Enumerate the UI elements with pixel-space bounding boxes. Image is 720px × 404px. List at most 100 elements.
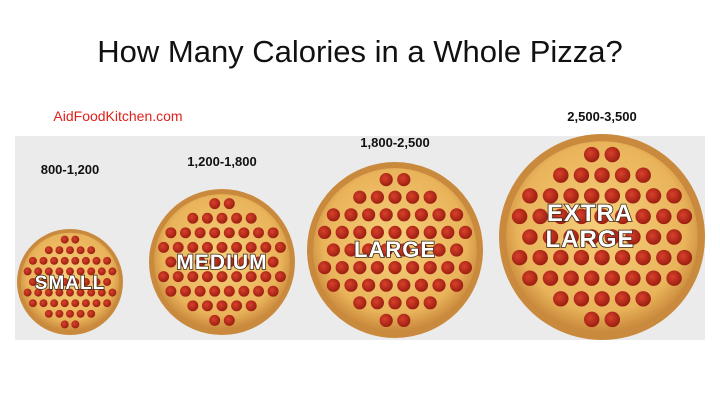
pepperoni xyxy=(370,225,384,239)
pepperoni xyxy=(625,270,641,286)
pepperoni xyxy=(414,208,428,222)
pepperoni xyxy=(253,227,264,239)
pepperoni xyxy=(165,285,177,297)
pepperoni xyxy=(594,249,610,266)
pepperoni xyxy=(187,241,199,253)
pepperoni xyxy=(353,225,367,239)
pepperoni xyxy=(542,229,559,245)
pepperoni xyxy=(201,212,213,224)
pepperoni xyxy=(71,235,80,244)
pepperoni xyxy=(676,249,693,266)
pepperoni xyxy=(614,167,631,183)
pepperoni xyxy=(553,208,569,225)
pepperoni xyxy=(573,167,590,183)
pepperoni xyxy=(108,267,117,276)
pepperoni xyxy=(441,225,455,239)
pepperoni xyxy=(60,299,69,308)
pepperoni xyxy=(397,243,411,257)
calorie-range: 1,200-1,800 xyxy=(187,154,256,169)
pepperoni xyxy=(194,256,206,268)
pepperoni xyxy=(326,278,340,292)
pepperoni xyxy=(39,256,48,265)
pepperoni xyxy=(542,188,559,204)
pepperoni xyxy=(267,256,279,268)
pepperoni xyxy=(423,190,437,204)
pepperoni xyxy=(406,261,420,275)
pepperoni xyxy=(66,246,74,255)
pepperoni xyxy=(423,296,437,310)
pepperoni xyxy=(635,291,651,307)
pepperoni xyxy=(194,227,206,239)
pepperoni xyxy=(441,261,455,275)
pepperoni xyxy=(573,208,590,225)
pepperoni xyxy=(318,225,332,239)
pepperoni xyxy=(245,241,257,253)
pepperoni xyxy=(253,256,264,268)
pepperoni xyxy=(180,227,191,239)
pepperoni xyxy=(260,241,272,253)
pepperoni xyxy=(379,173,393,187)
pepperoni xyxy=(44,246,53,255)
pepperoni xyxy=(201,241,213,253)
pepperoni xyxy=(563,270,579,286)
pepperoni xyxy=(238,256,250,268)
pepperoni xyxy=(553,291,569,307)
pepperoni xyxy=(81,278,90,286)
pepperoni xyxy=(353,296,367,310)
pepperoni xyxy=(66,288,74,297)
calorie-range: 1,800-2,500 xyxy=(360,135,429,150)
pepperoni xyxy=(223,314,235,326)
pepperoni xyxy=(432,243,446,257)
pepperoni xyxy=(553,167,569,183)
pepperoni xyxy=(71,320,80,329)
pepperoni xyxy=(553,249,569,266)
pepperoni xyxy=(92,256,101,265)
pepperoni xyxy=(201,300,213,312)
pepperoni xyxy=(666,188,682,204)
pepperoni xyxy=(666,270,682,286)
pepperoni xyxy=(238,285,250,297)
pepperoni xyxy=(563,229,579,245)
pepperoni xyxy=(172,241,184,253)
pepperoni xyxy=(245,271,257,283)
pepperoni xyxy=(604,311,621,328)
pepperoni xyxy=(450,243,464,257)
pepperoni xyxy=(614,291,631,307)
pepperoni xyxy=(645,229,662,245)
pepperoni xyxy=(604,229,621,245)
pepperoni xyxy=(55,288,64,297)
pizza xyxy=(499,134,705,340)
pepperoni xyxy=(260,271,272,283)
pepperoni xyxy=(66,309,74,318)
pizza xyxy=(17,229,123,335)
pepperoni xyxy=(50,278,59,286)
pepperoni xyxy=(180,256,191,268)
pepperoni xyxy=(645,270,662,286)
pepperoni xyxy=(406,296,420,310)
pepperoni xyxy=(209,285,221,297)
pepperoni xyxy=(44,309,53,318)
pepperoni xyxy=(55,267,64,276)
pepperoni xyxy=(201,271,213,283)
pepperoni xyxy=(274,271,286,283)
pepperoni xyxy=(458,261,472,275)
pepperoni xyxy=(604,270,621,286)
pepperoni xyxy=(238,227,250,239)
pepperoni xyxy=(604,146,621,163)
pepperoni xyxy=(318,261,332,275)
pepperoni xyxy=(362,208,376,222)
pepperoni xyxy=(158,271,170,283)
pepperoni xyxy=(397,208,411,222)
source: AidFoodKitchen.com xyxy=(53,108,182,124)
pepperoni xyxy=(344,243,358,257)
pepperoni xyxy=(511,249,528,266)
pepperoni xyxy=(92,278,101,286)
pepperoni xyxy=(231,212,243,224)
pepperoni xyxy=(39,299,48,308)
pepperoni xyxy=(66,267,74,276)
pepperoni xyxy=(87,309,96,318)
pepperoni xyxy=(635,208,651,225)
pepperoni xyxy=(344,208,358,222)
pepperoni xyxy=(71,256,80,265)
pepperoni xyxy=(87,267,96,276)
